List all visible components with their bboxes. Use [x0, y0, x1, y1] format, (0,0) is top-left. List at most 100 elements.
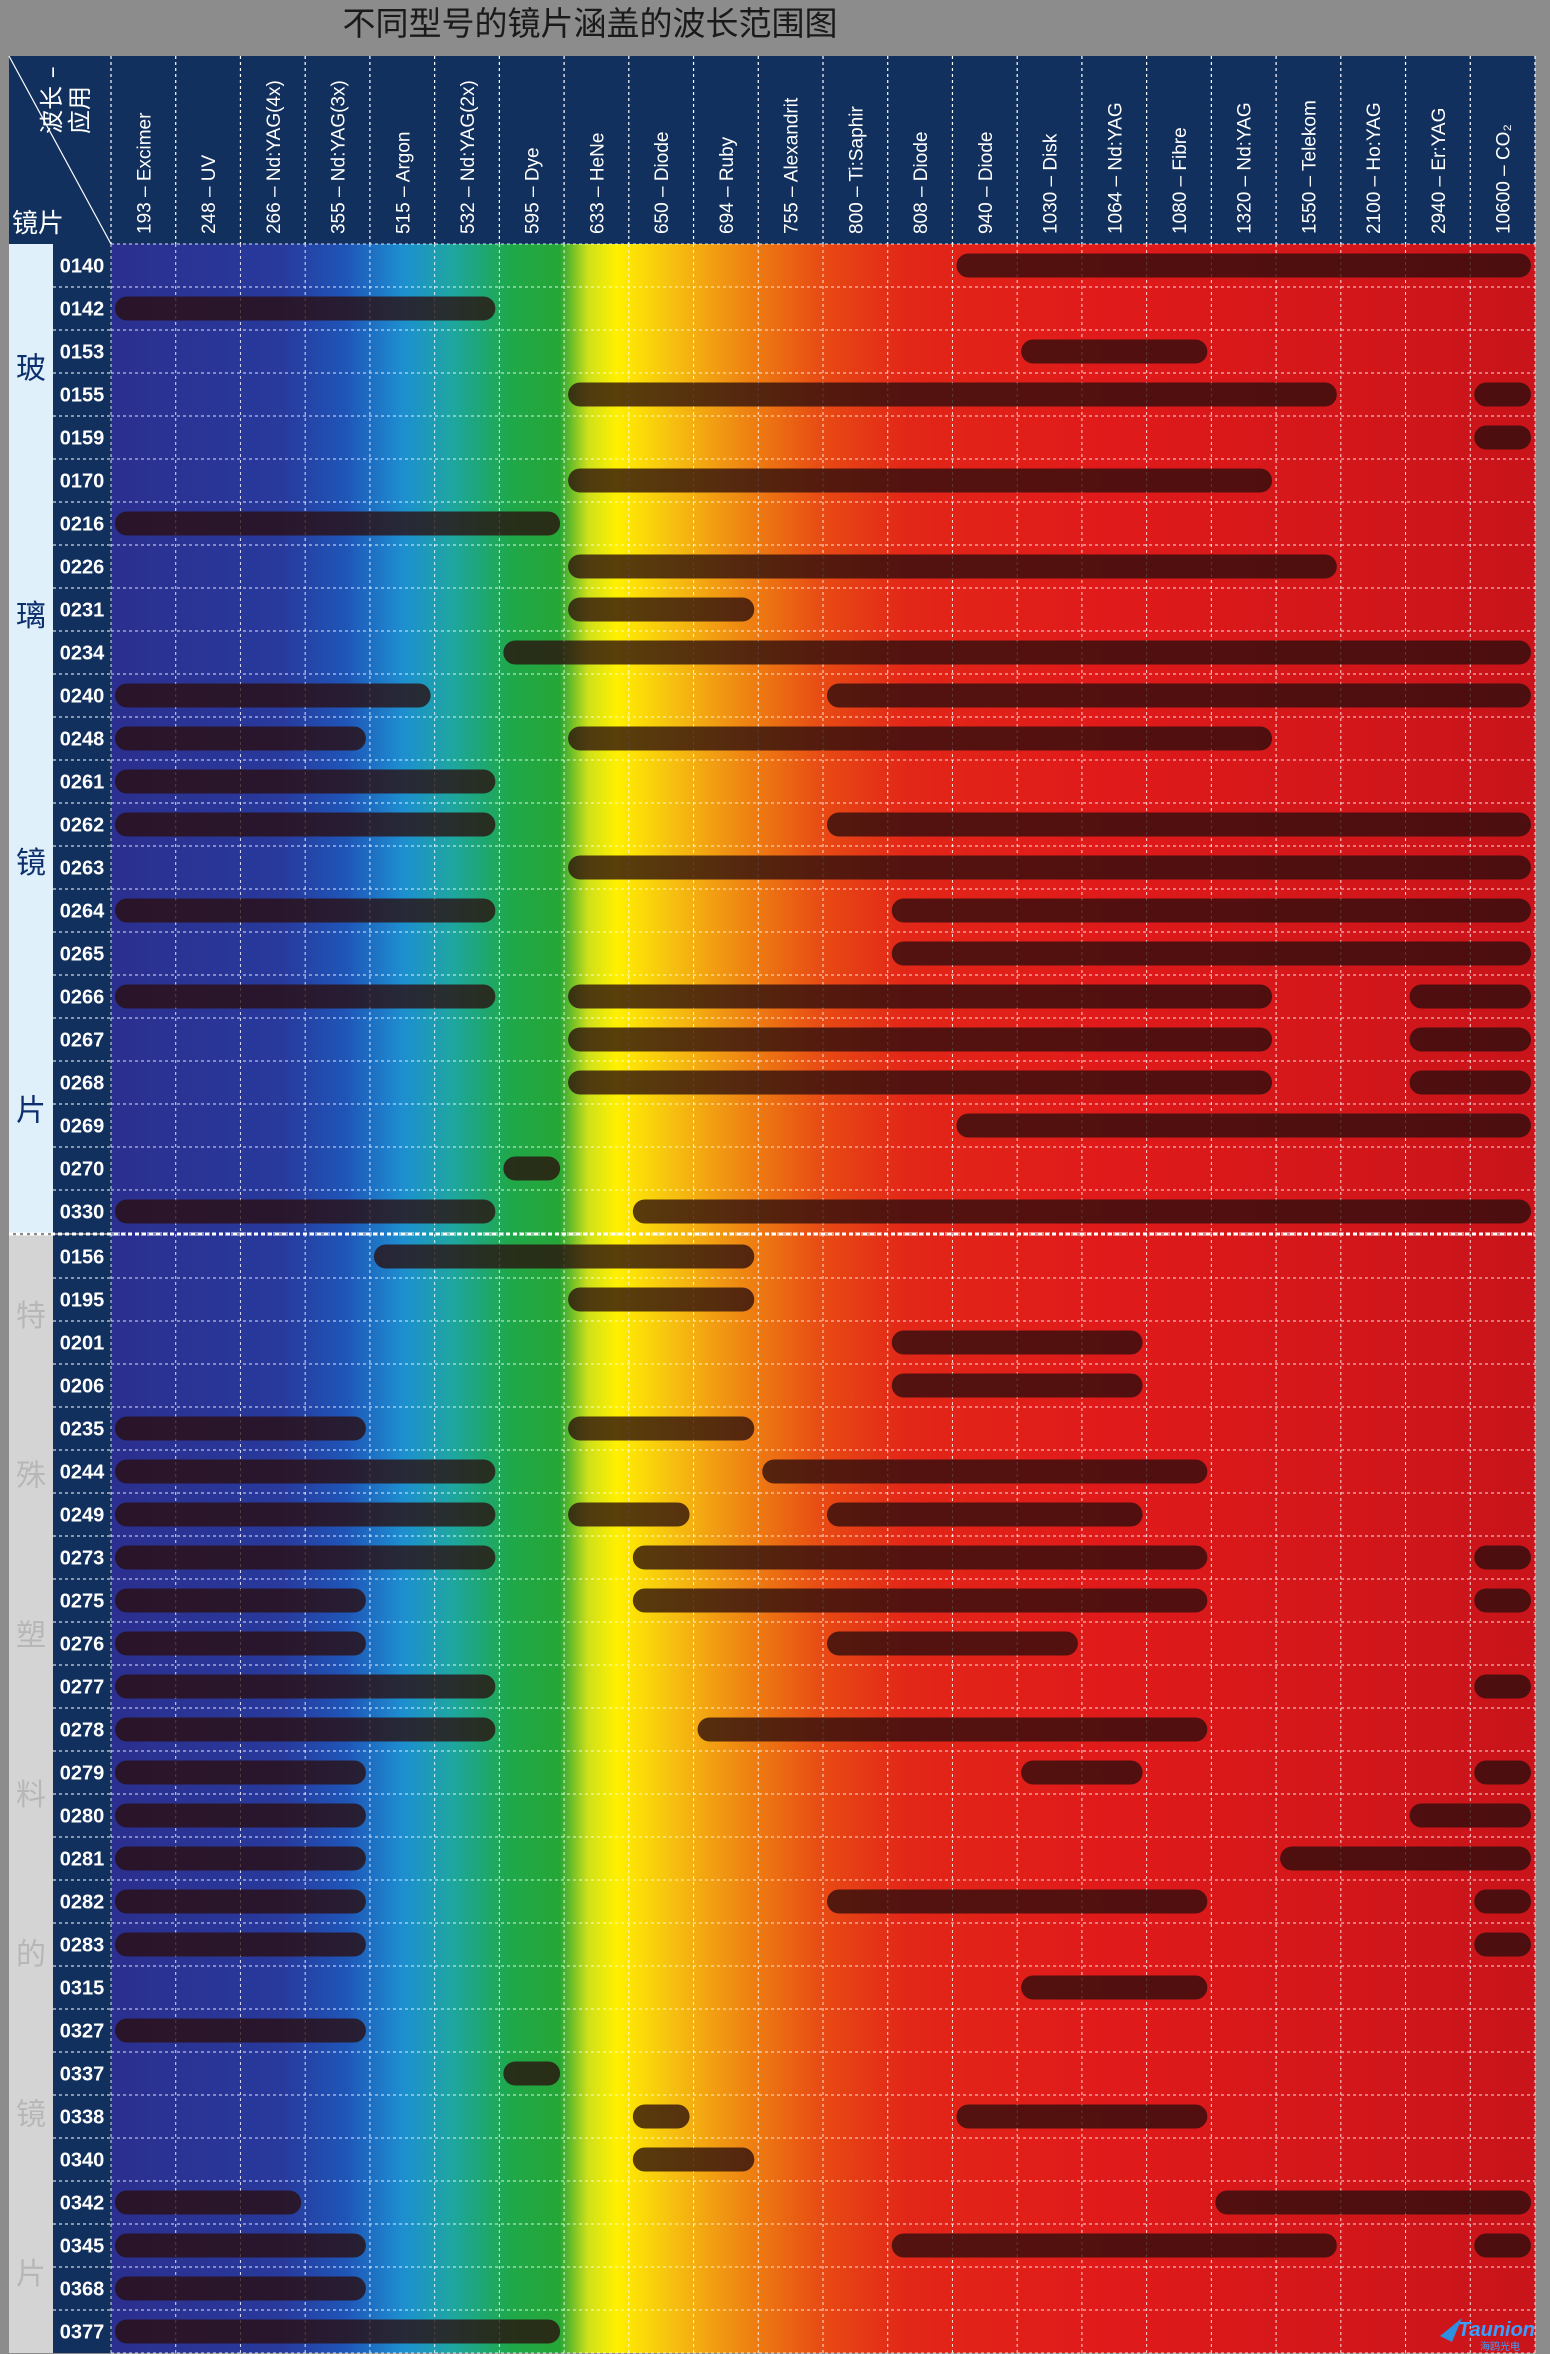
- coverage-bar-0140: [956, 253, 1531, 278]
- coverage-bar-0195: [568, 1287, 755, 1312]
- coverage-bar-0327: [115, 2018, 366, 2043]
- coverage-bar-0340: [632, 2147, 755, 2172]
- lens-code: 0283: [60, 1935, 105, 1957]
- coverage-bar-0261: [115, 769, 496, 794]
- column-label: 193 – Excimer: [134, 112, 155, 234]
- logo-wordmark: Taunion: [1458, 2319, 1535, 2341]
- column-label: 633 – HeNe: [587, 133, 608, 234]
- lens-code: 0345: [60, 2236, 105, 2258]
- coverage-bars: [115, 253, 1531, 2344]
- coverage-bar-0345: [891, 2233, 1337, 2258]
- lens-code: 0377: [60, 2322, 105, 2344]
- coverage-bar-0216: [115, 511, 561, 536]
- column-label: 694 – Ruby: [717, 136, 738, 234]
- column-header: 193 – Excimer 248 – UV 266 – Nd:YAG(4x) 355…: [9, 56, 1536, 244]
- lens-code: 0216: [60, 514, 105, 536]
- coverage-bar-0244: [115, 1459, 496, 1484]
- lens-code: 0337: [60, 2064, 105, 2086]
- column-label: 266 – Nd:YAG(4x): [264, 80, 285, 234]
- column-label: 1080 – Fibre: [1170, 127, 1191, 234]
- coverage-bar-0249: [827, 1502, 1143, 1527]
- group-label-band: [9, 244, 53, 1233]
- lens-code: 0277: [60, 1677, 105, 1699]
- column-label: 1064 – Nd:YAG: [1105, 102, 1126, 234]
- coverage-bar-0201: [891, 1330, 1143, 1355]
- coverage-bar-0273: [115, 1545, 496, 1570]
- logo-mark-icon: [1440, 2318, 1462, 2342]
- lens-code: 0263: [60, 858, 105, 880]
- coverage-bar-0159: [1474, 425, 1531, 450]
- lens-code: 0265: [60, 944, 105, 966]
- coverage-bar-0281: [1280, 1846, 1531, 1871]
- group-label-char: 料: [16, 1778, 46, 1813]
- coverage-bar-0170: [568, 468, 1273, 493]
- lens-code: 0262: [60, 815, 105, 837]
- column-label: 2100 – Ho:YAG: [1364, 102, 1385, 234]
- column-label: 1320 – Nd:YAG: [1235, 102, 1256, 234]
- lens-code: 0235: [60, 1419, 105, 1441]
- coverage-bar-0240: [827, 683, 1531, 708]
- coverage-bar-0262: [115, 812, 496, 837]
- group-label-band: [9, 1235, 53, 2353]
- lens-code: 0264: [60, 901, 105, 923]
- coverage-bar-0235: [568, 1416, 755, 1441]
- coverage-bar-0338: [956, 2104, 1208, 2129]
- lens-code: 0278: [60, 1720, 105, 1742]
- lens-code: 0281: [60, 1849, 105, 1871]
- coverage-bar-0269: [956, 1113, 1531, 1138]
- group-label-char: 的: [16, 1938, 46, 1973]
- corner-application-label: 应用: [66, 86, 94, 134]
- coverage-bar-0330: [115, 1199, 496, 1224]
- coverage-bar-0277: [1474, 1674, 1531, 1699]
- lens-code: 0195: [60, 1290, 105, 1312]
- lens-code: 0273: [60, 1548, 105, 1570]
- coverage-bar-0206: [891, 1373, 1143, 1398]
- coverage-bar-0156: [373, 1244, 755, 1269]
- column-label: 755 – Alexandrit: [782, 97, 803, 234]
- lens-code: 0266: [60, 987, 105, 1009]
- coverage-bar-0345: [115, 2233, 366, 2258]
- coverage-bar-0231: [568, 597, 755, 622]
- coverage-bar-0155: [568, 382, 1337, 407]
- coverage-bar-0273: [1474, 1545, 1531, 1570]
- lens-code: 0275: [60, 1591, 105, 1613]
- lens-code: 0234: [60, 643, 105, 665]
- coverage-bar-0276: [827, 1631, 1078, 1656]
- column-label: 650 – Diode: [652, 132, 673, 234]
- coverage-bar-0265: [891, 941, 1531, 966]
- lens-code: 0244: [60, 1462, 105, 1484]
- lens-code: 0330: [60, 1202, 105, 1224]
- coverage-bar-0377: [115, 2319, 561, 2344]
- group-label-char: 玻: [16, 352, 46, 387]
- lens-code: 0279: [60, 1763, 105, 1785]
- column-label: 1030 – Disk: [1041, 133, 1062, 234]
- column-label: 515 – Argon: [393, 132, 414, 234]
- coverage-bar-0248: [568, 726, 1273, 751]
- lens-code: 0206: [60, 1376, 105, 1398]
- lens-code: 0156: [60, 1247, 105, 1269]
- coverage-bar-0267: [1409, 1027, 1531, 1052]
- header-band: [9, 56, 1535, 244]
- lens-code: 0261: [60, 772, 105, 794]
- coverage-bar-0240: [115, 683, 431, 708]
- coverage-bar-0283: [1474, 1932, 1531, 1957]
- coverage-bar-0368: [115, 2276, 366, 2301]
- coverage-bar-0249: [568, 1502, 690, 1527]
- lens-code: 0226: [60, 557, 105, 579]
- coverage-bar-0235: [115, 1416, 366, 1441]
- group-label-char: 片: [16, 1093, 46, 1128]
- lens-code: 0282: [60, 1892, 105, 1914]
- lens-code: 0231: [60, 600, 105, 622]
- coverage-bar-0268: [568, 1070, 1273, 1095]
- coverage-bar-0264: [891, 898, 1531, 923]
- coverage-bar-0345: [1474, 2233, 1531, 2258]
- coverage-bar-0267: [568, 1027, 1273, 1052]
- coverage-bar-0279: [1021, 1760, 1143, 1785]
- page-title: 不同型号的镜片涵盖的波长范围图: [343, 4, 838, 43]
- coverage-bar-0282: [1474, 1889, 1531, 1914]
- lens-code: 0269: [60, 1116, 105, 1138]
- coverage-bar-0266: [1409, 984, 1531, 1009]
- coverage-bar-0249: [115, 1502, 496, 1527]
- coverage-bar-0264: [115, 898, 496, 923]
- group-label-char: 塑: [16, 1618, 46, 1653]
